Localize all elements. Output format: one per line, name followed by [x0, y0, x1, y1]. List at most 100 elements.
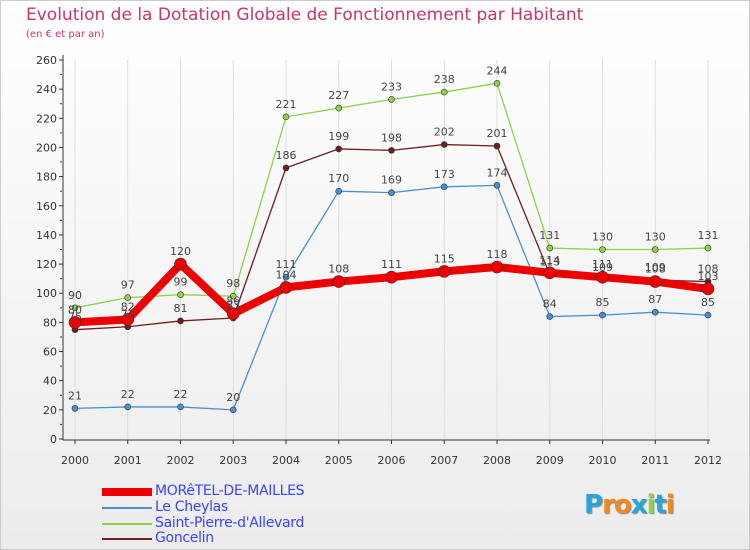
legend-item: Saint-Pierre-d'Allevard — [102, 515, 402, 531]
data-label: 85 — [701, 296, 715, 309]
data-label: 108 — [328, 263, 349, 276]
data-point — [226, 307, 240, 320]
data-point — [124, 403, 132, 411]
data-point — [71, 304, 79, 312]
x-tick-label: 2010 — [589, 454, 617, 467]
logo-letter: o — [613, 490, 632, 520]
chart-subtitle: (en € et par an) — [26, 29, 105, 40]
data-point — [282, 164, 290, 172]
data-label: 108 — [698, 263, 719, 276]
y-tick-label: 180 — [36, 171, 57, 184]
x-tick-label: 2008 — [483, 454, 511, 467]
data-label: 131 — [539, 229, 560, 242]
data-label: 120 — [170, 245, 191, 258]
y-tick-label: 80 — [43, 316, 57, 329]
data-point — [546, 313, 554, 320]
data-point — [704, 244, 712, 252]
data-label: 90 — [68, 289, 82, 302]
y-tick-label: 40 — [43, 375, 57, 388]
data-label: 131 — [698, 229, 719, 242]
data-point — [596, 270, 609, 284]
data-label: 99 — [174, 276, 188, 289]
data-point — [385, 270, 398, 284]
data-point — [546, 244, 554, 252]
series-le-cheylas — [71, 182, 712, 414]
y-tick-label: 260 — [36, 54, 57, 67]
data-label: 109 — [592, 261, 613, 274]
x-tick-label: 2005 — [325, 454, 353, 467]
legend-item: Goncelin — [102, 530, 402, 546]
data-point — [282, 113, 290, 121]
data-point — [68, 316, 82, 329]
data-point — [440, 88, 448, 96]
data-point — [121, 313, 135, 326]
data-point — [701, 282, 715, 296]
data-point — [335, 187, 343, 195]
legend-item: MORêTEL-DE-MAILLES — [102, 483, 402, 499]
data-point — [651, 308, 659, 316]
data-label: 22 — [121, 388, 135, 401]
data-point — [282, 273, 290, 281]
x-tick-label: 2002 — [167, 454, 195, 467]
data-point — [124, 294, 132, 301]
data-label: 77 — [121, 308, 135, 321]
logo-letter: i — [646, 490, 656, 520]
data-label: 111 — [381, 258, 402, 271]
y-tick-label: 240 — [36, 83, 57, 96]
data-label: 84 — [543, 298, 557, 311]
data-point — [440, 183, 448, 191]
y-tick-label: 160 — [36, 200, 57, 213]
data-label: 227 — [328, 89, 349, 102]
data-label: 201 — [487, 127, 508, 140]
proxiti-logo: Proxiti — [584, 490, 675, 520]
legend-label: Saint-Pierre-d'Allevard — [155, 515, 305, 531]
data-point — [71, 405, 79, 412]
data-label: 170 — [328, 172, 349, 185]
data-point — [704, 311, 712, 319]
data-label: 104 — [276, 268, 297, 281]
data-label: 130 — [592, 231, 613, 244]
y-tick-label: 100 — [36, 287, 57, 300]
chart-title: Evolution de la Dotation Globale de Fonc… — [26, 5, 584, 25]
data-point — [177, 291, 184, 298]
legend-label: Goncelin — [155, 530, 214, 546]
y-tick-label: 200 — [36, 141, 57, 154]
x-tick-label: 2003 — [219, 454, 247, 467]
data-point — [335, 145, 343, 153]
data-point — [493, 142, 501, 150]
logo-letter: t — [654, 490, 666, 520]
x-tick-label: 2009 — [536, 454, 564, 467]
data-point — [440, 141, 448, 148]
data-label: 199 — [328, 130, 349, 143]
data-label: 233 — [381, 80, 402, 93]
data-label: 186 — [276, 149, 297, 162]
legend-label: Le Cheylas — [155, 499, 228, 515]
data-label: 21 — [68, 389, 82, 402]
data-point — [177, 317, 184, 325]
data-point — [651, 246, 659, 253]
data-point — [543, 266, 557, 280]
data-label: 109 — [645, 261, 666, 274]
data-point — [279, 281, 293, 294]
data-label: 174 — [487, 166, 508, 179]
data-label: 111 — [592, 258, 613, 271]
x-tick-label: 2001 — [114, 454, 142, 467]
legend-label: MORêTEL-DE-MAILLES — [155, 483, 305, 499]
data-label: 87 — [648, 293, 662, 306]
data-label: 221 — [276, 98, 297, 111]
data-label: 80 — [68, 303, 82, 316]
data-label: 173 — [434, 168, 455, 181]
data-label: 20 — [226, 391, 240, 404]
legend-swatch — [102, 538, 152, 540]
data-label: 81 — [174, 302, 188, 315]
logo-letter: P — [584, 490, 603, 520]
data-label: 85 — [596, 296, 610, 309]
data-point — [437, 265, 451, 278]
y-tick-label: 0 — [50, 433, 57, 446]
data-label: 118 — [487, 248, 508, 261]
data-point — [490, 260, 504, 274]
x-tick-label: 2004 — [272, 454, 300, 467]
data-label: 103 — [698, 270, 719, 283]
data-label: 130 — [645, 231, 666, 244]
